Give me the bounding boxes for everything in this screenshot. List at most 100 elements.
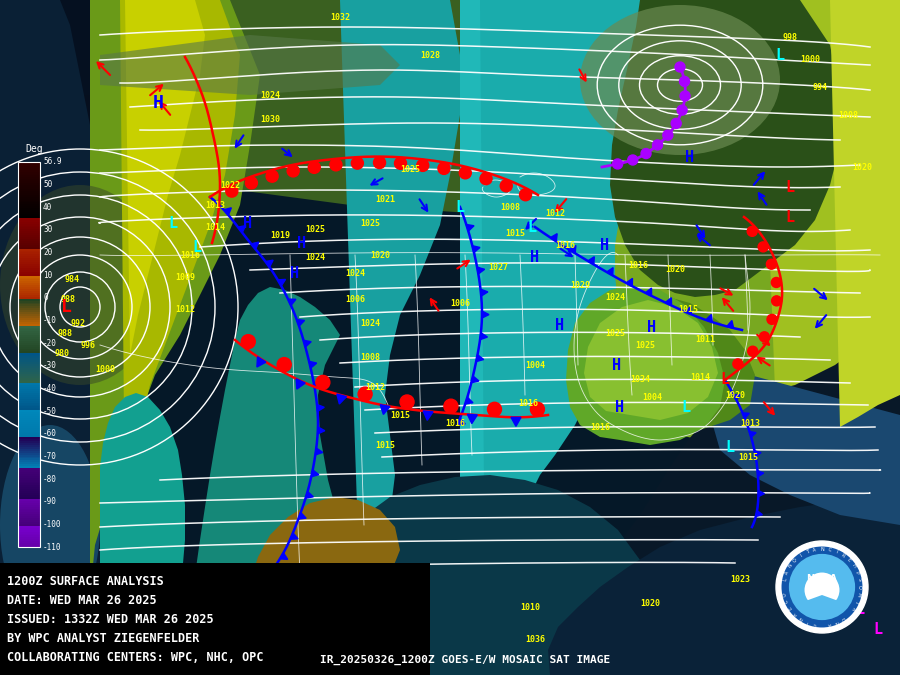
Bar — [18, 439, 40, 441]
Polygon shape — [100, 35, 400, 95]
Circle shape — [760, 332, 770, 342]
Bar — [18, 335, 40, 338]
Bar — [18, 223, 40, 225]
Bar — [18, 300, 40, 302]
Bar — [18, 269, 40, 272]
Polygon shape — [332, 475, 660, 675]
Text: 1004: 1004 — [642, 392, 662, 402]
Bar — [18, 219, 40, 221]
Bar — [18, 412, 40, 414]
Text: H: H — [600, 238, 609, 252]
Text: I: I — [835, 549, 838, 555]
Bar — [18, 429, 40, 431]
Text: -20: -20 — [43, 339, 57, 348]
Polygon shape — [758, 470, 764, 477]
Text: -90: -90 — [43, 497, 57, 506]
Bar — [18, 387, 40, 389]
Bar — [18, 421, 40, 424]
Ellipse shape — [0, 185, 160, 385]
Text: L: L — [720, 373, 730, 387]
Bar — [18, 250, 40, 252]
Bar — [18, 267, 40, 270]
Bar — [18, 260, 40, 262]
Text: 1025: 1025 — [635, 340, 655, 350]
Text: N: N — [820, 547, 824, 551]
Bar — [18, 362, 40, 364]
Polygon shape — [251, 242, 259, 249]
Bar — [18, 502, 40, 505]
Text: 1032: 1032 — [330, 14, 350, 22]
Circle shape — [789, 554, 855, 620]
Polygon shape — [0, 0, 110, 675]
Polygon shape — [314, 383, 321, 389]
Polygon shape — [125, 0, 205, 355]
Circle shape — [500, 180, 512, 192]
Bar — [18, 304, 40, 306]
Bar — [18, 396, 40, 399]
Text: H: H — [647, 319, 657, 335]
Text: A: A — [850, 605, 857, 611]
Text: L: L — [60, 298, 71, 316]
Bar — [18, 527, 40, 530]
Bar — [18, 298, 40, 300]
Bar — [18, 296, 40, 298]
Bar — [18, 354, 40, 356]
Bar — [18, 522, 40, 524]
Polygon shape — [238, 225, 246, 233]
Bar — [18, 358, 40, 360]
Circle shape — [438, 163, 450, 174]
Bar — [18, 208, 40, 210]
Circle shape — [287, 165, 299, 177]
Bar — [18, 404, 40, 406]
Polygon shape — [520, 0, 840, 297]
Bar — [18, 433, 40, 435]
Text: 1020: 1020 — [370, 250, 390, 259]
Bar — [18, 198, 40, 200]
Bar — [18, 317, 40, 320]
Polygon shape — [423, 411, 433, 421]
Polygon shape — [337, 394, 347, 404]
Bar — [18, 392, 40, 395]
Bar — [18, 448, 40, 451]
Circle shape — [677, 105, 687, 115]
Text: 992: 992 — [70, 319, 86, 327]
Polygon shape — [685, 306, 691, 315]
Polygon shape — [710, 375, 900, 525]
Bar — [18, 337, 40, 339]
Polygon shape — [472, 376, 479, 383]
Bar — [18, 410, 40, 412]
Bar — [18, 518, 40, 520]
Bar — [18, 200, 40, 202]
Bar — [18, 163, 40, 166]
Polygon shape — [250, 497, 400, 590]
Polygon shape — [299, 512, 306, 519]
Circle shape — [767, 259, 777, 269]
Bar — [18, 348, 40, 350]
Text: N: N — [833, 619, 839, 625]
Bar — [18, 475, 40, 478]
Bar — [18, 504, 40, 506]
Bar — [18, 331, 40, 333]
Text: 1006: 1006 — [345, 296, 365, 304]
Text: H: H — [291, 265, 300, 281]
Circle shape — [374, 157, 385, 169]
Text: 1022: 1022 — [220, 180, 240, 190]
Bar — [18, 539, 40, 541]
Bar — [18, 383, 40, 385]
Bar — [18, 344, 40, 347]
Text: E: E — [788, 605, 794, 611]
Bar — [18, 265, 40, 268]
Text: 1016: 1016 — [628, 261, 648, 269]
Bar — [18, 444, 40, 447]
Bar — [18, 181, 40, 183]
Bar — [18, 346, 40, 349]
Bar — [18, 281, 40, 284]
Polygon shape — [580, 200, 900, 675]
Bar — [18, 441, 40, 443]
Bar — [18, 529, 40, 532]
Circle shape — [641, 148, 651, 159]
Text: 988: 988 — [58, 329, 73, 338]
Bar — [18, 389, 40, 391]
Text: 1008: 1008 — [500, 202, 520, 211]
Text: I: I — [806, 619, 809, 624]
